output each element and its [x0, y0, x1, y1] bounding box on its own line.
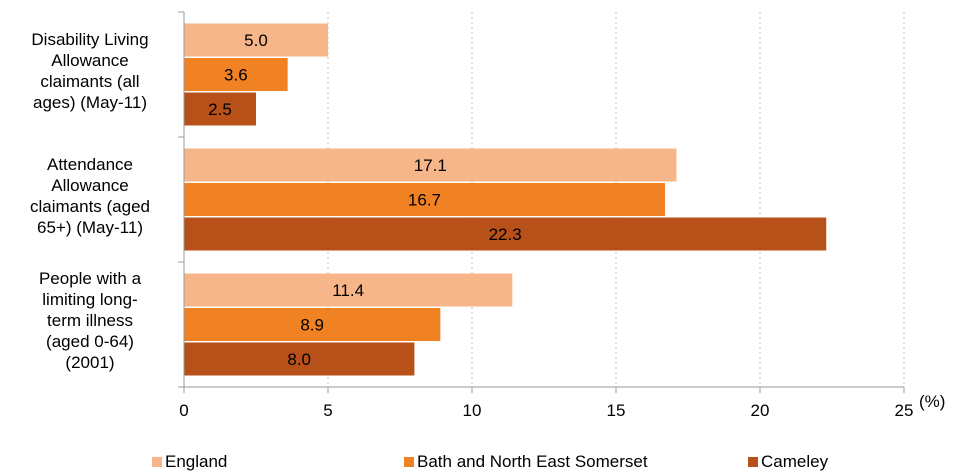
category-label-line: Allowance — [51, 50, 129, 70]
category-label-line: limiting long- — [42, 290, 138, 309]
bar-2-1 — [184, 308, 441, 341]
data-label-2-1: 8.9 — [300, 316, 324, 335]
category-label-line: 65+) (May-11) — [37, 217, 143, 237]
category-label-2: People with a limiting long-term illness (… — [0, 268, 180, 373]
data-label-2-2: 8.0 — [287, 350, 311, 369]
category-label-line: (2001) — [65, 353, 115, 372]
bar-1-0 — [184, 148, 677, 182]
category-label-line: claimants (aged — [29, 196, 150, 216]
data-label-0-0: 5.0 — [244, 31, 268, 50]
x-tick-label-20: 20 — [751, 401, 770, 420]
bar-0-0 — [184, 23, 328, 57]
x-tick-label-15: 15 — [607, 401, 626, 420]
legend-swatch — [152, 457, 162, 467]
category-label-line: claimants (all — [40, 71, 140, 91]
legend-swatch — [748, 457, 758, 467]
data-label-0-2: 2.5 — [208, 100, 232, 119]
chart: 5.0 3.6 2.5 17.1 16.7 22.3 11.4 8.9 8.0 0 5 10 15 20 2… — [178, 11, 914, 420]
data-label-2-0: 11.4 — [332, 281, 364, 300]
legend-swatch — [404, 457, 414, 467]
legend-item-0: England — [152, 452, 227, 472]
bar-1-1 — [184, 183, 665, 216]
data-label-1-2: 22.3 — [489, 225, 522, 244]
bar-1-2 — [184, 217, 827, 251]
category-label-line: Allowance — [51, 175, 129, 195]
bar-2-0 — [184, 273, 513, 307]
category-label-line: (aged 0-64) — [46, 332, 134, 351]
category-label-line: People with a — [38, 269, 142, 288]
legend-item-2: Cameley — [748, 452, 828, 472]
category-label-line: ages) (May-11) — [33, 92, 147, 112]
legend-label: England — [165, 452, 228, 471]
bar-2-2 — [184, 342, 415, 376]
bar-0-1 — [184, 58, 288, 91]
category-label-0: Disability Living Allowance claimants (all… — [0, 29, 180, 113]
category-label-line: term illness — [47, 311, 133, 330]
x-tick-label-5: 5 — [323, 401, 332, 420]
category-label-line: Disability Living — [31, 29, 149, 49]
legend-label: Bath and North East Somerset — [417, 452, 648, 471]
legend-item-1: Bath and North East Somerset — [404, 452, 648, 472]
category-label-1: Attendance Allowance claimants (aged 65+) (… — [0, 154, 180, 238]
category-label-line: Attendance — [46, 154, 133, 174]
data-label-1-1: 16.7 — [408, 191, 441, 210]
data-label-1-0: 17.1 — [414, 156, 447, 175]
x-tick-label-25: 25 — [895, 401, 914, 420]
data-label-0-1: 3.6 — [224, 66, 248, 85]
x-tick-label-10: 10 — [463, 401, 482, 420]
bar-0-2 — [184, 92, 256, 126]
x-tick-label-0: 0 — [179, 401, 188, 420]
legend: England Bath and North East Somerset Camel… — [0, 452, 955, 472]
x-axis-unit-label: (%) — [919, 392, 946, 411]
legend-label: Cameley — [761, 452, 829, 471]
